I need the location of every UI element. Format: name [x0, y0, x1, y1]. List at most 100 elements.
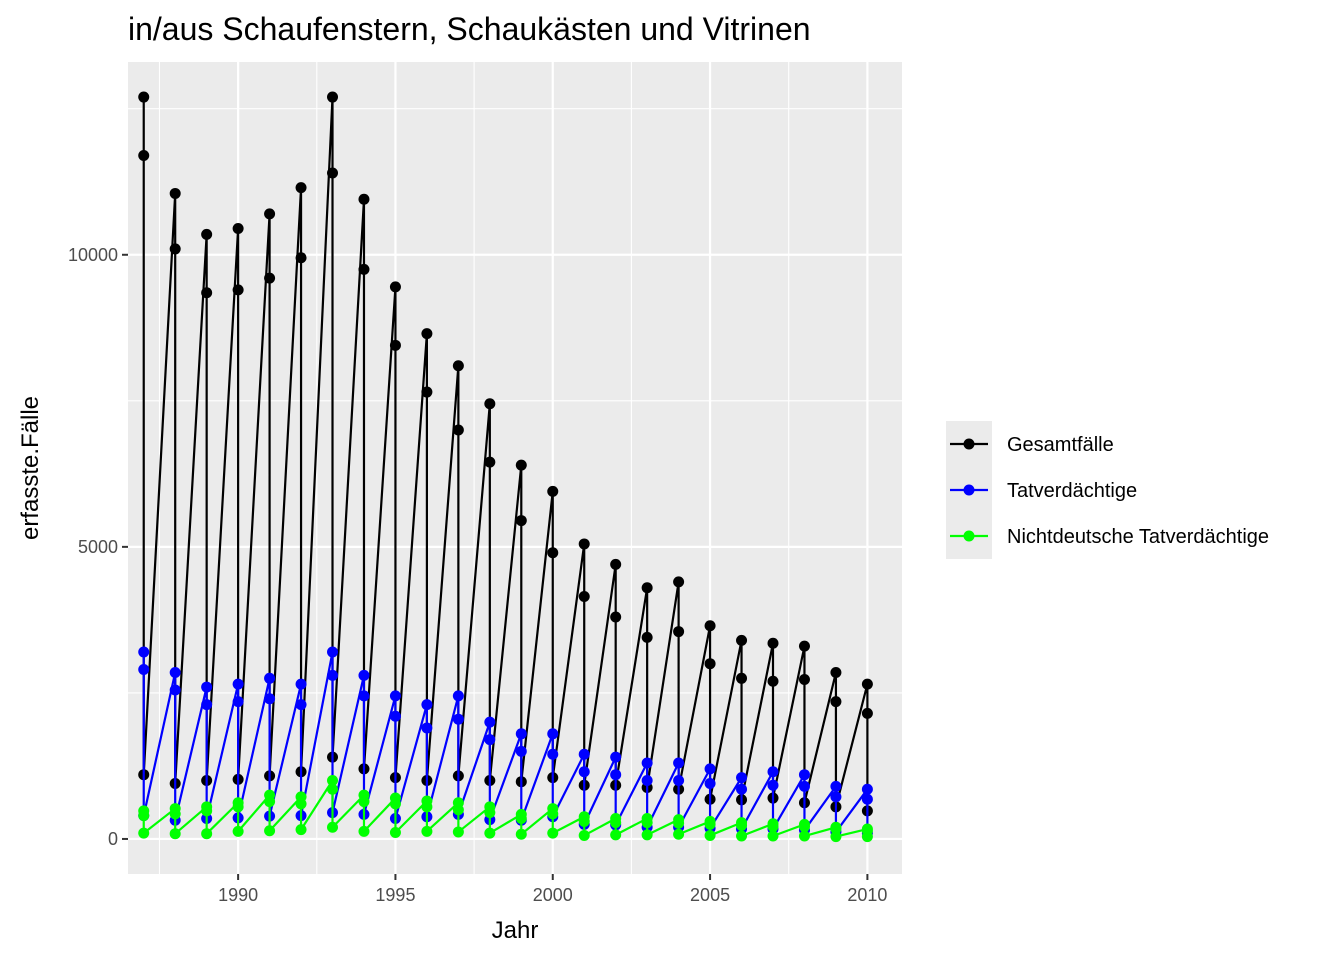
data-point — [515, 745, 527, 757]
x-tick-labels: 1990 1995 2000 2005 2010 — [218, 885, 887, 905]
data-point — [861, 707, 873, 719]
data-point — [201, 287, 213, 299]
data-point — [389, 281, 401, 293]
legend-key-point — [963, 484, 975, 496]
data-point — [830, 823, 842, 835]
data-point — [830, 791, 842, 803]
data-point — [484, 734, 496, 746]
data-point — [767, 821, 779, 833]
data-point — [798, 673, 810, 685]
data-point — [704, 620, 716, 632]
data-point — [421, 386, 433, 398]
data-point — [169, 828, 181, 840]
data-point — [767, 766, 779, 778]
data-point — [673, 576, 685, 588]
legend-key-point — [963, 530, 975, 542]
data-point — [389, 710, 401, 722]
data-point — [169, 808, 181, 820]
legend-label: Nichtdeutsche Tatverdächtige — [1007, 526, 1269, 548]
data-point — [452, 690, 464, 702]
data-point — [484, 716, 496, 728]
data-point — [798, 830, 810, 842]
data-point — [641, 775, 653, 787]
data-point — [295, 824, 307, 836]
data-point — [798, 780, 810, 792]
data-point — [578, 815, 590, 827]
data-point — [767, 830, 779, 842]
data-point — [452, 360, 464, 372]
data-point — [169, 187, 181, 199]
data-point — [610, 769, 622, 781]
y-tick-label: 5000 — [78, 537, 118, 557]
data-point — [736, 783, 748, 795]
data-point — [264, 208, 276, 220]
data-point — [295, 699, 307, 711]
data-point — [610, 611, 622, 623]
x-tick-label: 1995 — [375, 885, 415, 905]
grid-minor — [128, 62, 902, 874]
data-point — [327, 775, 339, 787]
data-point — [327, 669, 339, 681]
data-point — [138, 149, 150, 161]
data-point — [264, 693, 276, 705]
data-point — [232, 825, 244, 837]
data-point — [327, 783, 339, 795]
data-point — [830, 780, 842, 792]
data-point — [641, 817, 653, 829]
data-point — [295, 182, 307, 194]
data-point — [641, 631, 653, 643]
data-point — [452, 713, 464, 725]
data-point — [641, 829, 653, 841]
data-point — [515, 459, 527, 471]
series-layer — [138, 91, 873, 843]
data-point — [232, 801, 244, 813]
data-point — [358, 263, 370, 275]
data-point — [421, 825, 433, 837]
data-point — [264, 272, 276, 284]
data-point — [830, 666, 842, 678]
data-point — [327, 91, 339, 103]
data-point — [201, 699, 213, 711]
legend-key-point — [963, 438, 975, 450]
data-point — [452, 424, 464, 436]
data-point — [421, 328, 433, 340]
data-point — [736, 830, 748, 842]
data-point — [515, 515, 527, 527]
x-tick-label: 2000 — [533, 885, 573, 905]
data-point — [861, 793, 873, 805]
legend-item-2: Nichtdeutsche Tatverdächtige — [946, 513, 1269, 559]
data-point — [673, 757, 685, 769]
data-point — [704, 763, 716, 775]
data-point — [389, 798, 401, 810]
data-point — [736, 634, 748, 646]
data-point — [389, 339, 401, 351]
data-point — [515, 728, 527, 740]
data-point — [798, 769, 810, 781]
data-point — [358, 690, 370, 702]
series-0 — [138, 91, 873, 817]
data-point — [232, 678, 244, 690]
data-point — [201, 681, 213, 693]
data-point — [484, 456, 496, 468]
data-point — [610, 829, 622, 841]
data-point — [169, 684, 181, 696]
data-point — [264, 672, 276, 684]
data-point — [673, 817, 685, 829]
series-line — [142, 95, 869, 811]
data-point — [358, 825, 370, 837]
data-point — [547, 485, 559, 497]
data-point — [578, 829, 590, 841]
data-point — [861, 678, 873, 690]
data-point — [515, 813, 527, 825]
data-point — [704, 658, 716, 670]
legend-label: Gesamtfälle — [1007, 434, 1114, 456]
data-point — [673, 626, 685, 638]
legend: Gesamtfälle Tatverdächtige Nichtdeutsche T… — [946, 421, 1269, 559]
data-point — [452, 804, 464, 816]
data-point — [421, 722, 433, 734]
series-line — [142, 650, 869, 834]
x-tick-label: 2010 — [847, 885, 887, 905]
data-point — [641, 757, 653, 769]
legend-label: Tatverdächtige — [1007, 480, 1137, 502]
